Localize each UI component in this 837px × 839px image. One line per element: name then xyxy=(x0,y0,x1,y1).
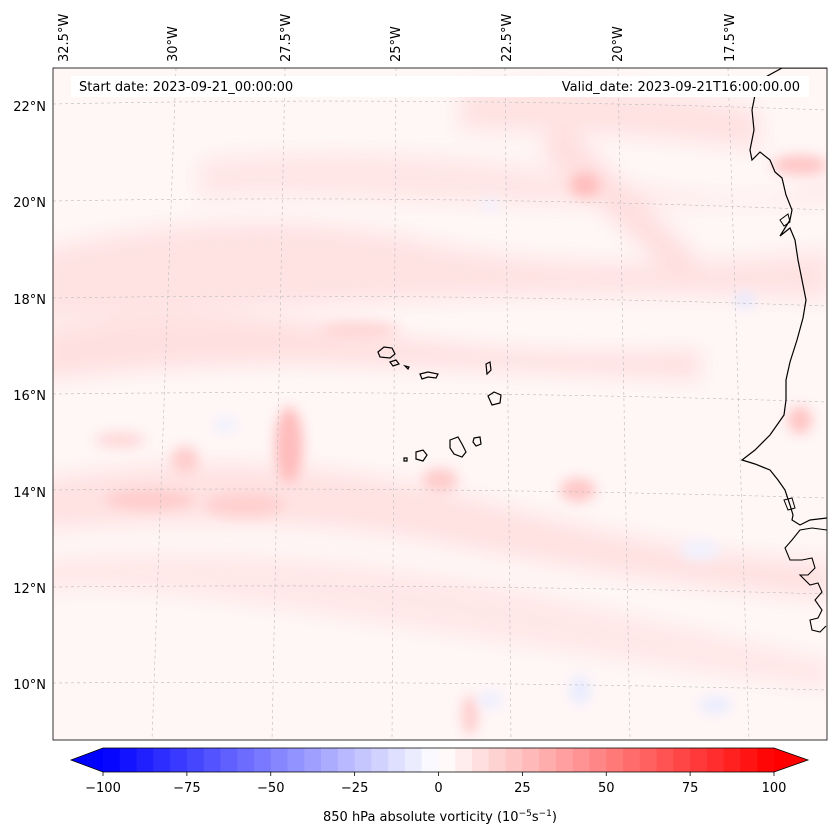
guinea-bissau-coastline xyxy=(784,527,827,633)
colorbar-segment xyxy=(119,748,138,772)
colorbar-segment xyxy=(354,748,373,772)
colorbar-segment xyxy=(606,748,624,772)
lat-label: 10°N xyxy=(13,678,46,693)
lat-label: 20°N xyxy=(13,196,46,211)
colorbar-segment xyxy=(706,748,725,772)
colorbar-segment xyxy=(488,748,507,772)
colorbar-segment xyxy=(103,748,121,772)
valid-date-label: Valid_date: 2023-09-21T16:00:00.00 xyxy=(562,80,800,95)
island-brava xyxy=(403,457,408,462)
colorbar-segment xyxy=(740,748,758,772)
start-date-label: Start date: 2023-09-21_00:00:00 xyxy=(79,80,293,95)
lat-label: 22°N xyxy=(13,100,46,115)
colorbar-tick-label: −100 xyxy=(85,781,121,796)
colorbar-segment xyxy=(455,748,473,772)
african-coastline xyxy=(740,68,827,526)
lat-label: 12°N xyxy=(13,582,46,597)
map-panel: Start date: 2023-09-21_00:00:00 Valid_da… xyxy=(52,67,828,741)
longitude-labels: 32.5°W 30°W 27.5°W 25°W 22.5°W 20°W 17.5… xyxy=(57,14,738,62)
island-maio xyxy=(472,436,482,447)
map-frame xyxy=(52,67,828,741)
island-sal xyxy=(485,361,492,376)
lat-label: 14°N xyxy=(13,486,46,501)
colorbar-segment xyxy=(203,748,222,772)
colorbar-segment xyxy=(237,748,255,772)
island-fogo xyxy=(415,449,428,462)
colorbar-segment xyxy=(170,748,188,772)
colorbar-tick-label: 25 xyxy=(514,781,531,796)
colorbar-segment xyxy=(555,748,574,772)
colorbar-segment xyxy=(337,748,356,772)
lon-label: 22.5°W xyxy=(500,14,515,62)
colorbar-segment xyxy=(757,748,775,772)
colorbar-segment xyxy=(220,748,238,772)
gambia-estuary xyxy=(783,497,796,511)
colorbar-segment xyxy=(253,748,272,772)
colorbar-label: 850 hPa absolute vorticity (10−5s−1) xyxy=(323,809,557,825)
lat-label: 18°N xyxy=(13,293,46,308)
island-sao-nicolau xyxy=(419,371,439,380)
graticule xyxy=(53,68,827,740)
lat-label: 16°N xyxy=(13,389,46,404)
lon-label: 20°W xyxy=(611,26,626,62)
colorbar-segment xyxy=(572,748,591,772)
colorbar-tick-label: 75 xyxy=(682,781,699,796)
colorbar-segment xyxy=(472,748,490,772)
colorbar-segment xyxy=(136,748,154,772)
lon-label: 32.5°W xyxy=(57,14,72,62)
colorbar-segment xyxy=(371,748,389,772)
colorbar-segment xyxy=(304,748,322,772)
colorbar-segment xyxy=(589,748,607,772)
colorbar-segment xyxy=(522,748,540,772)
island-sao-vicente xyxy=(389,359,400,367)
colorbar-segment xyxy=(270,748,289,772)
island-boa-vista xyxy=(487,391,502,406)
cape-verde-islands xyxy=(377,346,502,462)
colorbar-tick-label: −50 xyxy=(257,781,284,796)
colorbar-segment xyxy=(723,748,742,772)
colorbar-segment xyxy=(438,748,456,772)
colorbar-segment xyxy=(404,748,423,772)
colorbar-segment xyxy=(639,748,658,772)
colorbar-segment xyxy=(287,748,305,772)
lon-label: 27.5°W xyxy=(279,14,294,62)
island-santo-antao xyxy=(377,346,396,359)
colorbar-segment xyxy=(623,748,641,772)
lon-label: 17.5°W xyxy=(723,14,738,62)
island-santiago xyxy=(449,436,467,458)
colorbar-segment xyxy=(421,748,440,772)
colorbar-extend-max xyxy=(774,748,808,772)
colorbar-tick-label: 0 xyxy=(434,781,442,796)
colorbar-segment xyxy=(186,748,205,772)
colorbar-tick-label: 50 xyxy=(598,781,615,796)
coast-inlet xyxy=(779,213,791,227)
colorbar-tick-label: 100 xyxy=(762,781,787,796)
island-santa-luzia xyxy=(403,364,410,371)
colorbar-segment xyxy=(539,748,557,772)
colorbar-segment xyxy=(690,748,708,772)
colorbar-segment xyxy=(388,748,406,772)
colorbar-tick-label: −25 xyxy=(341,781,368,796)
colorbar-tick-label: −75 xyxy=(173,781,200,796)
lon-label: 25°W xyxy=(389,26,404,62)
colorbar-segments xyxy=(103,748,775,772)
colorbar-segment xyxy=(153,748,171,772)
info-box xyxy=(71,76,809,97)
colorbar-segment xyxy=(505,748,523,772)
colorbar: −100 −75 −50 −25 0 25 50 75 100 850 hPa absolute… xyxy=(69,747,810,825)
colorbar-ticks: −100 −75 −50 −25 0 25 50 75 100 xyxy=(85,772,786,796)
colorbar-segment xyxy=(673,748,691,772)
colorbar-segment xyxy=(321,748,339,772)
latitude-labels: 22°N 20°N 18°N 16°N 14°N 12°N 10°N xyxy=(13,100,46,693)
lon-label: 30°W xyxy=(166,26,181,62)
colorbar-extend-min xyxy=(71,748,103,772)
vorticity-field xyxy=(53,68,827,740)
colorbar-segment xyxy=(656,748,674,772)
